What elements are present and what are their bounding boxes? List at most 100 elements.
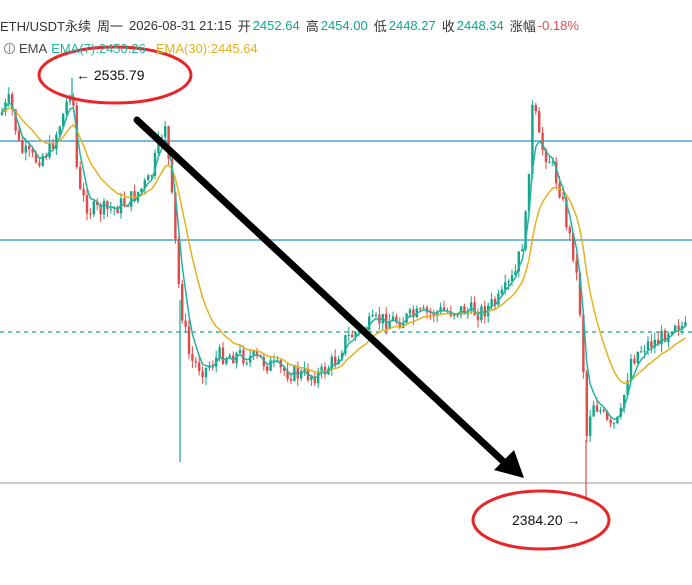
candle-body [174, 192, 177, 239]
indicator-toggle-icon[interactable] [4, 42, 15, 54]
candle-body [211, 366, 214, 368]
candle-body [582, 314, 585, 373]
candle-body [504, 282, 507, 290]
candle-body [391, 316, 395, 322]
candle-body [640, 351, 643, 353]
candle-body [255, 350, 259, 355]
candle-body [82, 188, 85, 196]
candle-body [405, 313, 408, 323]
candle-body [187, 326, 191, 354]
candle-body [194, 360, 197, 363]
candle-body [72, 96, 75, 106]
candle-body [17, 130, 21, 141]
candle-body [167, 126, 170, 159]
candle-body [456, 314, 459, 316]
candle-body [242, 350, 245, 364]
weekday-label: 周一 [97, 18, 124, 34]
low-label: 低 [373, 18, 387, 34]
candle-body [208, 366, 211, 368]
candle-body [177, 238, 180, 284]
ema7-value: EMA(7):2450.26 [51, 40, 146, 56]
candle-body [133, 191, 136, 202]
candle-body [347, 334, 350, 336]
candle-body [378, 314, 381, 324]
candle-body [388, 321, 391, 329]
candle-body [303, 368, 306, 371]
candle-body [143, 180, 146, 189]
candle-body [490, 299, 493, 306]
candle-body [153, 152, 157, 176]
ema7-line [1, 101, 686, 421]
candle-body [684, 322, 687, 326]
candle-body [181, 283, 184, 321]
candle-body [68, 96, 72, 102]
low-highlight-circle [471, 489, 611, 551]
symbol-label[interactable]: ETH/USDT永续 [0, 18, 92, 34]
candle-body [184, 320, 187, 327]
candle-body [102, 201, 106, 215]
candle-body [629, 359, 633, 381]
candle-body [544, 150, 548, 163]
candle-body [561, 197, 565, 200]
candle-body [493, 299, 497, 305]
candle-body [201, 371, 204, 378]
close-value: 2448.34 [456, 17, 504, 33]
candle-body [89, 213, 92, 215]
candle-body [317, 372, 320, 384]
candle-body [245, 362, 248, 364]
candle-body [123, 198, 126, 206]
candle-body [293, 366, 296, 381]
candle-body [463, 306, 466, 315]
candle-body [238, 350, 242, 354]
candle-body [398, 322, 401, 329]
ema30-value: EMA(30):2445.64 [155, 40, 258, 56]
high-price-marker: ← 2535.79 [76, 67, 145, 83]
candle-body [204, 367, 208, 378]
candle-body [109, 208, 112, 210]
candle-body [422, 307, 425, 309]
candle-body [41, 155, 44, 166]
trend-arrow-shaft [133, 116, 510, 468]
candle-body [592, 405, 595, 417]
candle-body [28, 145, 31, 150]
candle-body [442, 307, 446, 311]
candle-body [483, 306, 486, 317]
candle-body [374, 314, 378, 316]
candle-body [473, 302, 476, 316]
candle-body [14, 109, 17, 131]
candle-body [164, 126, 167, 138]
candle-body [585, 372, 588, 436]
candle-body [480, 306, 483, 321]
high-highlight-circle [37, 45, 193, 105]
candle-body [395, 316, 398, 323]
candle-body [578, 272, 582, 315]
candle-body [626, 380, 629, 395]
candle-body [500, 289, 503, 294]
indicator-name[interactable]: EMA [19, 40, 48, 56]
candle-body [538, 111, 541, 133]
candle-body [541, 132, 544, 151]
candle-body [191, 353, 194, 361]
candle-body [235, 353, 238, 364]
trend-arrow-head [494, 450, 524, 478]
candle-body [548, 162, 551, 164]
candle-body [150, 175, 153, 177]
candle-body [609, 419, 612, 424]
candle-body [58, 126, 61, 135]
candle-body [432, 312, 435, 317]
candle-body [85, 195, 89, 214]
open-label: 开 [237, 18, 251, 34]
candle-body [470, 302, 473, 311]
candle-body [633, 359, 636, 363]
candle-body [657, 339, 660, 345]
candle-body [612, 423, 616, 425]
candle-body [0, 111, 4, 115]
candle-body [354, 332, 357, 338]
candle-body [344, 335, 347, 353]
candle-body [660, 330, 663, 345]
candle-body [218, 347, 221, 358]
candle-body [527, 173, 531, 212]
candle-body [252, 350, 255, 357]
candle-body [198, 362, 201, 372]
